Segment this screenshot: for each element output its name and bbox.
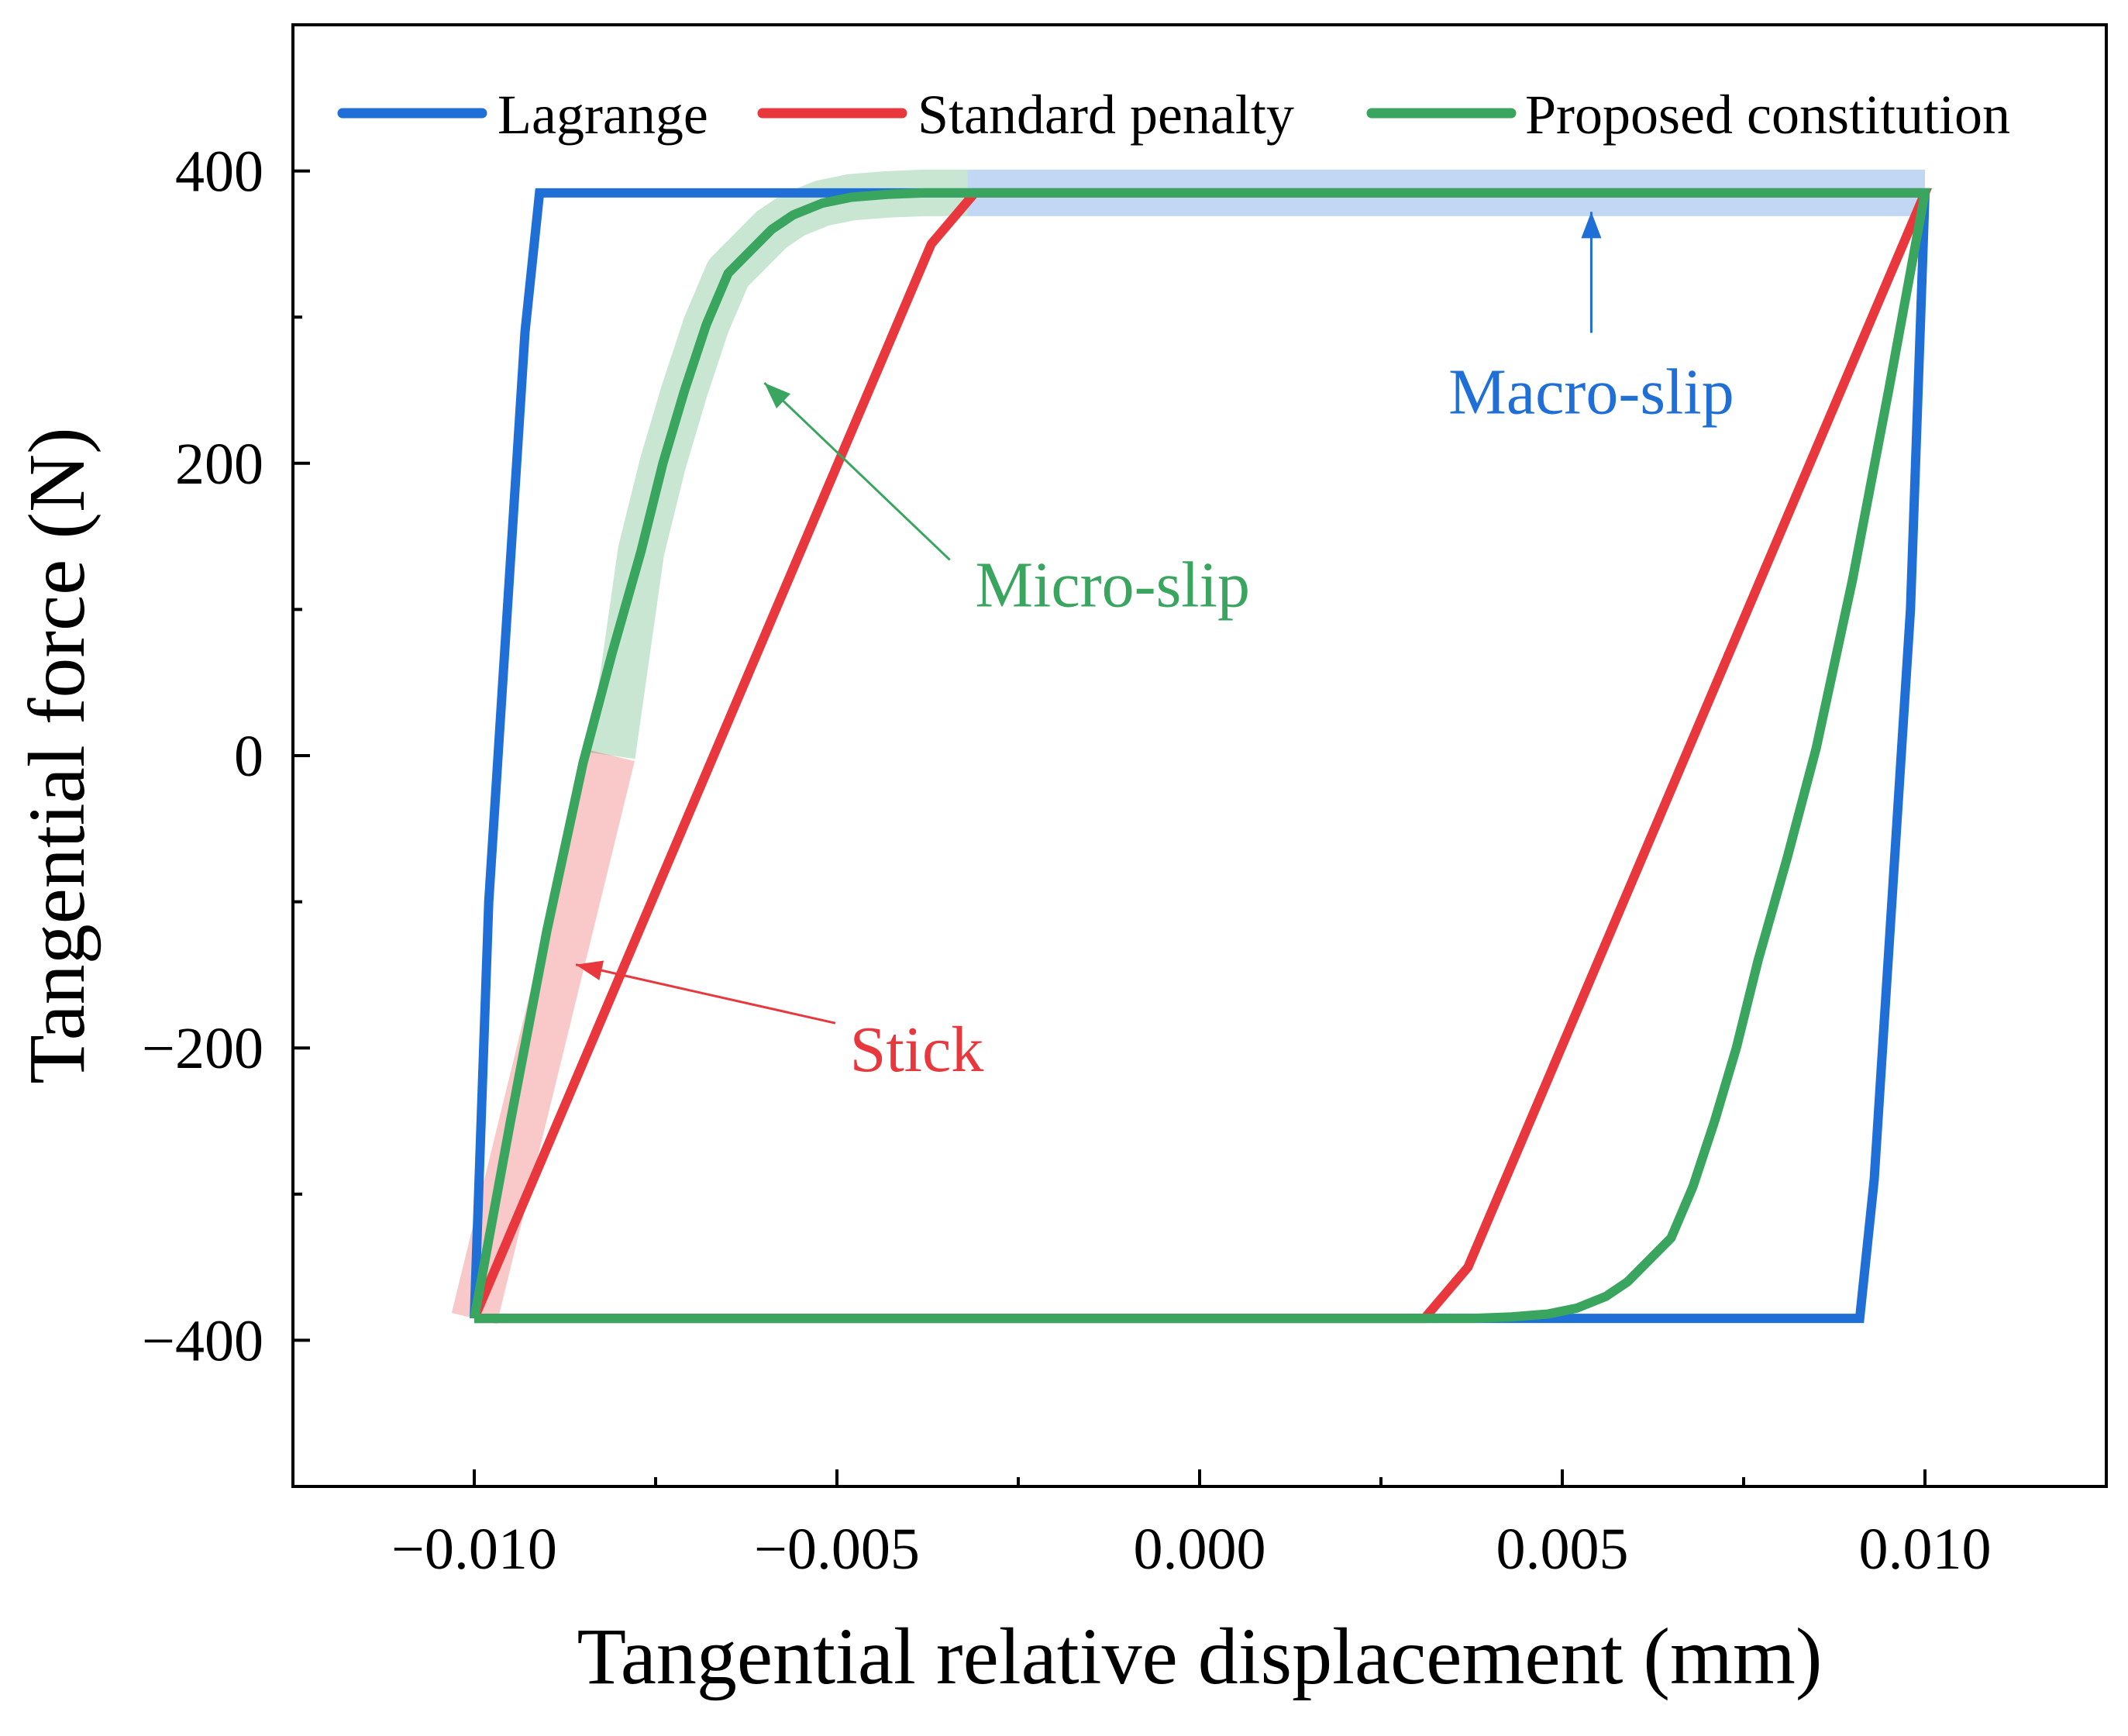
- annotation-macro-slip: Macro-slip: [1448, 356, 1734, 429]
- x-tick-label: 0.000: [1134, 1517, 1266, 1582]
- y-tick-label: 0: [234, 724, 263, 789]
- x-axis-title: Tangential relative displacement (mm): [577, 1612, 1823, 1701]
- annotation-arrowhead-stick: [576, 960, 604, 980]
- x-tick-label: −0.010: [391, 1517, 557, 1582]
- legend-label-proposed-constitution: Proposed constitution: [1525, 84, 2010, 146]
- annotation-stick: Stick: [850, 1014, 984, 1086]
- legend-label-lagrange: Lagrange: [498, 84, 708, 146]
- x-axis-ticks: −0.010 −0.005 0.000 0.005 0.010: [391, 1469, 1992, 1582]
- x-tick-label: 0.005: [1496, 1517, 1629, 1582]
- annotation-micro-slip: Micro-slip: [975, 549, 1250, 621]
- x-tick-label: −0.005: [754, 1517, 920, 1582]
- annotation-arrowhead-micro-slip: [764, 383, 790, 408]
- y-tick-label: 200: [175, 432, 263, 497]
- x-tick-label: 0.010: [1859, 1517, 1992, 1582]
- plot-frame: [291, 23, 2108, 1488]
- y-tick-label: 400: [175, 140, 263, 205]
- y-tick-label: −200: [142, 1016, 263, 1081]
- legend-label-standard-penalty: Standard penalty: [918, 84, 1294, 146]
- y-tick-label: −400: [142, 1308, 263, 1373]
- series-lines: [470, 188, 1933, 1324]
- annotation-arrowhead-macro-slip: [1581, 212, 1602, 239]
- legend: Lagrange Standard penalty Proposed const…: [337, 84, 2010, 146]
- highlight-stick: [451, 749, 635, 1324]
- annotation-arrow-stick: [575, 963, 836, 1025]
- y-axis-ticks: −400 −200 0 200 400: [142, 140, 310, 1373]
- annotation-arrow-micro-slip: [763, 381, 951, 561]
- y-axis-title: Tangential force (N): [12, 427, 102, 1083]
- series-line-proposed-constitution: [470, 188, 1931, 1324]
- annotations: Macro-slip Micro-slip Stick: [575, 212, 1734, 1086]
